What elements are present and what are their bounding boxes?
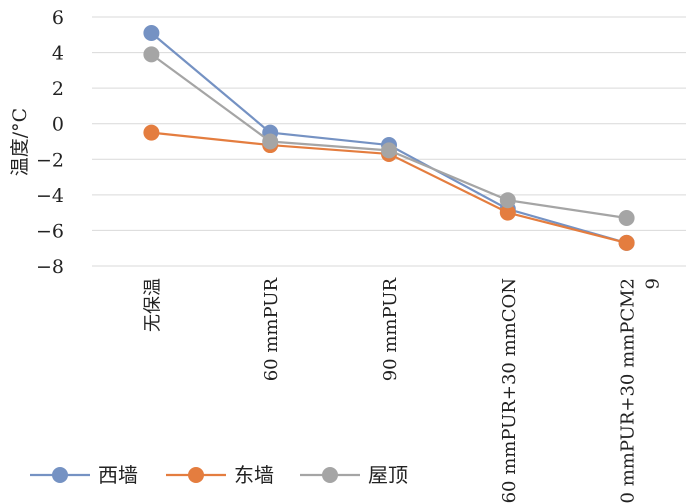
x-tick-label-line: 9 (643, 278, 664, 289)
y-axis-ticks: −8 −6 −4 −2 0 2 4 6 (36, 7, 64, 278)
legend-item: 西墙 (30, 463, 138, 487)
series-line (150, 53, 627, 220)
series-西墙 (143, 25, 635, 251)
data-point (499, 204, 516, 221)
x-axis-categories: 无保温 60 mmPUR 90 mmPUR 60 mmPUR+30 mmCON 60 m… (142, 278, 663, 503)
series-group (143, 25, 635, 251)
x-tick-label-line: 60 mmPUR (261, 278, 282, 382)
x-tick-label: 无保温 (142, 278, 163, 332)
series-屋顶 (143, 46, 635, 226)
legend-marker (188, 467, 204, 483)
x-tick-label: 90 mmPUR (380, 278, 401, 382)
data-point (143, 124, 160, 141)
y-tick-label: 2 (52, 78, 64, 100)
y-tick-label: −6 (36, 220, 64, 242)
gridlines (92, 16, 686, 267)
y-tick-label: 6 (52, 7, 64, 29)
x-tick-label: 60 mmPUR+30 mmPCM2 9 (618, 278, 664, 503)
data-point (143, 46, 160, 63)
x-tick-label-line: 无保温 (142, 278, 163, 332)
legend-item: 屋顶 (300, 463, 408, 487)
legend-marker (322, 467, 338, 483)
data-point (618, 209, 635, 226)
x-tick-label: 60 mmPUR (261, 278, 282, 382)
y-tick-label: −4 (36, 185, 64, 207)
x-tick-label: 60 mmPUR+30 mmCON (499, 278, 520, 503)
y-tick-label: 4 (52, 43, 64, 65)
data-point (143, 25, 160, 42)
x-tick-label-line: 60 mmPUR+30 mmCON (499, 278, 520, 503)
x-tick-label-line: 60 mmPUR+30 mmPCM2 (618, 278, 639, 503)
x-tick-label-line: 90 mmPUR (380, 278, 401, 382)
legend-marker (52, 467, 68, 483)
data-point (618, 234, 635, 251)
legend-label: 屋顶 (368, 463, 408, 487)
legend-label: 西墙 (98, 463, 138, 487)
data-point (381, 142, 397, 159)
legend: 西墙 东墙 屋顶 (30, 463, 408, 487)
data-point (262, 133, 279, 150)
legend-label: 东墙 (234, 463, 274, 487)
y-tick-label: −8 (36, 256, 64, 278)
data-point (499, 192, 516, 209)
y-tick-label: 0 (52, 114, 64, 136)
y-tick-label: −2 (36, 149, 64, 171)
y-axis-label: 温度/°C (9, 108, 31, 176)
legend-item: 东墙 (166, 463, 274, 487)
